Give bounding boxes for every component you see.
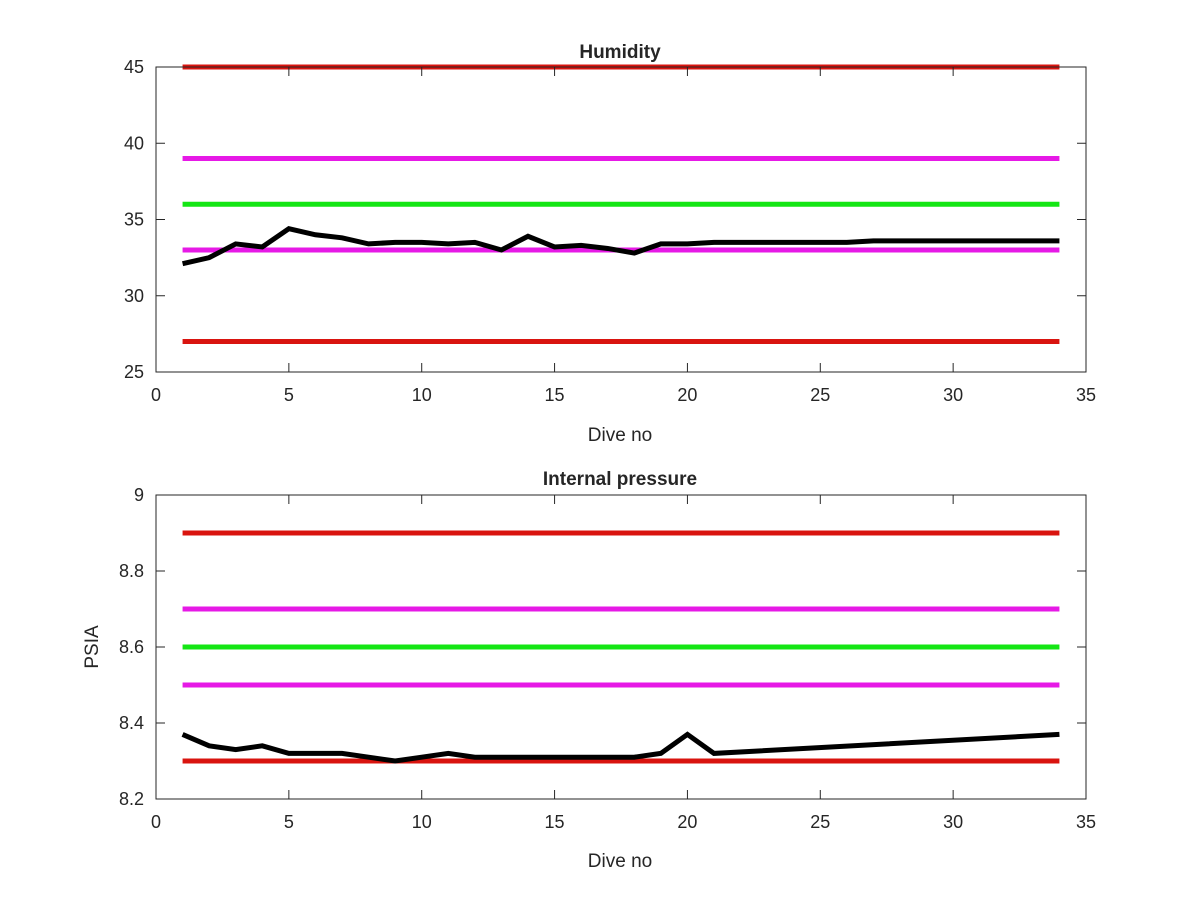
y-tick-label: 8.6 xyxy=(119,637,144,657)
x-tick-label: 20 xyxy=(677,385,697,405)
humidity-panel: Humidity Dive no 0 5 10 15 20 25 30 35 25 30 35 40 4… xyxy=(124,42,1096,446)
y-tick-label: 25 xyxy=(124,362,144,382)
x-tick-label: 30 xyxy=(943,812,963,832)
x-tick-label: 10 xyxy=(412,812,432,832)
plot-area xyxy=(156,67,1086,372)
x-tick-label: 15 xyxy=(545,812,565,832)
x-tick-label: 35 xyxy=(1076,812,1096,832)
x-tick-label: 30 xyxy=(943,385,963,405)
x-tick-label: 25 xyxy=(810,385,830,405)
x-tick-label: 15 xyxy=(545,385,565,405)
y-axis-label: PSIA xyxy=(82,625,103,669)
data-series-line xyxy=(181,731,1060,764)
y-tick-label: 40 xyxy=(124,133,144,153)
y-tick-label: 8.4 xyxy=(119,713,144,733)
x-axis-label: Dive no xyxy=(588,425,652,446)
x-axis-label: Dive no xyxy=(588,851,652,872)
y-tick-label: 35 xyxy=(124,210,144,230)
x-tick-label: 0 xyxy=(151,812,161,832)
y-tick-label: 8.8 xyxy=(119,561,144,581)
x-tick-label: 0 xyxy=(151,385,161,405)
chart-title: Internal pressure xyxy=(543,469,697,490)
x-tick-label: 5 xyxy=(284,812,294,832)
y-tick-label: 45 xyxy=(124,57,144,77)
y-tick-label: 8.2 xyxy=(119,789,144,809)
data-series-line xyxy=(182,225,1060,267)
chart-title: Humidity xyxy=(579,42,661,63)
y-tick-label: 9 xyxy=(134,485,144,505)
internal-pressure-panel: Internal pressure Dive no PSIA 0 5 10 15 20 2… xyxy=(82,469,1096,872)
x-tick-label: 35 xyxy=(1076,385,1096,405)
y-tick-label: 30 xyxy=(124,286,144,306)
x-tick-label: 5 xyxy=(284,385,294,405)
x-tick-label: 10 xyxy=(412,385,432,405)
x-tick-label: 25 xyxy=(810,812,830,832)
x-tick-label: 20 xyxy=(677,812,697,832)
